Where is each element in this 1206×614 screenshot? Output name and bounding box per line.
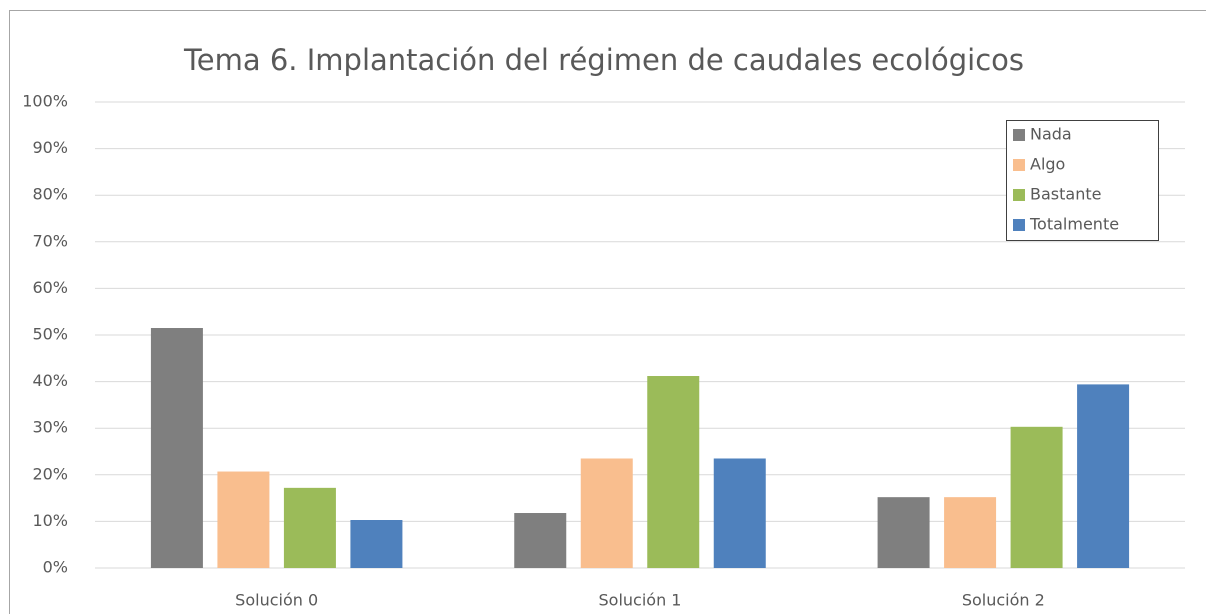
y-tick-label: 90% <box>32 138 68 157</box>
y-tick-label: 10% <box>32 511 68 530</box>
x-tick-label: Solución 0 <box>235 591 318 610</box>
x-tick-label: Solución 2 <box>962 591 1045 610</box>
bar <box>944 497 997 568</box>
y-tick-label: 40% <box>32 371 68 390</box>
bar <box>350 520 403 568</box>
y-tick-label: 30% <box>32 418 68 437</box>
legend-label: Nada <box>1030 125 1072 144</box>
bar <box>514 513 567 568</box>
y-tick-label: 60% <box>32 278 68 297</box>
legend-swatch <box>1013 159 1025 171</box>
legend-label: Algo <box>1030 155 1065 174</box>
y-tick-label: 100% <box>22 92 68 111</box>
legend-swatch <box>1013 219 1025 231</box>
y-tick-label: 0% <box>43 558 68 577</box>
bar <box>580 458 633 568</box>
bar <box>217 471 270 568</box>
y-tick-label: 80% <box>32 185 68 204</box>
y-tick-label: 70% <box>32 231 68 250</box>
legend-swatch <box>1013 189 1025 201</box>
bar <box>647 376 700 568</box>
bar <box>283 487 336 568</box>
legend-label: Totalmente <box>1029 215 1119 234</box>
x-tick-label: Solución 1 <box>599 591 682 610</box>
bar <box>1010 426 1063 568</box>
legend-swatch <box>1013 129 1025 141</box>
bar <box>1077 384 1130 568</box>
bar <box>713 458 766 568</box>
bar <box>877 497 930 568</box>
bar <box>150 328 203 568</box>
y-tick-label: 20% <box>32 464 68 483</box>
legend-box <box>1006 120 1159 241</box>
chart-title: Tema 6. Implantación del régimen de caud… <box>183 43 1024 77</box>
y-tick-label: 50% <box>32 325 68 344</box>
legend-label: Bastante <box>1030 185 1101 204</box>
